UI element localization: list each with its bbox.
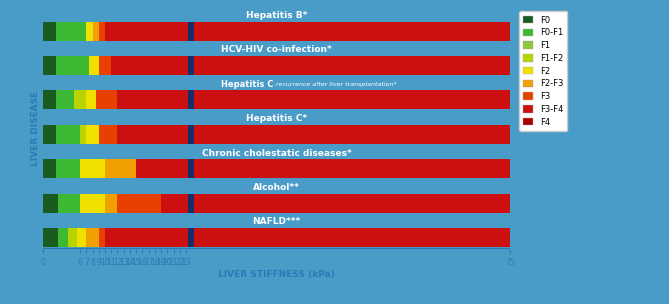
Bar	[194, 56, 510, 75]
Bar	[92, 22, 99, 40]
Bar	[52, 159, 56, 178]
Bar	[58, 194, 80, 212]
Bar	[99, 22, 105, 40]
Bar	[105, 159, 136, 178]
Bar	[56, 159, 80, 178]
Y-axis label: LIVER DISEASE: LIVER DISEASE	[31, 90, 40, 166]
Bar	[194, 91, 510, 109]
Bar	[105, 22, 155, 40]
Bar	[43, 159, 52, 178]
Text: recurrence after liver transplantation*: recurrence after liver transplantation*	[276, 82, 397, 87]
Bar	[43, 91, 52, 109]
Bar	[118, 228, 188, 247]
Bar	[68, 228, 77, 247]
Bar	[52, 56, 56, 75]
Bar	[86, 228, 99, 247]
Bar	[194, 125, 510, 144]
Bar	[52, 125, 56, 144]
Bar	[43, 22, 52, 40]
Text: Hepatitis B*: Hepatitis B*	[246, 11, 307, 20]
Bar	[118, 91, 133, 109]
Bar	[188, 194, 191, 212]
Bar	[77, 228, 86, 247]
Bar	[191, 125, 194, 144]
Bar	[118, 194, 161, 212]
Bar	[99, 125, 118, 144]
Bar	[43, 194, 52, 212]
Bar	[86, 22, 92, 40]
Bar	[43, 56, 52, 75]
Bar	[188, 228, 191, 247]
Bar	[194, 228, 510, 247]
Bar	[96, 91, 118, 109]
Bar	[86, 91, 96, 109]
Bar	[58, 228, 68, 247]
Bar	[173, 194, 188, 212]
Text: Alcohol**: Alcohol**	[253, 183, 300, 192]
Bar	[188, 56, 191, 75]
Bar	[56, 22, 86, 40]
Bar	[149, 159, 188, 178]
Bar	[56, 125, 80, 144]
Bar	[191, 228, 194, 247]
Bar	[90, 56, 99, 75]
X-axis label: LIVER STIFFNESS (kPa): LIVER STIFFNESS (kPa)	[218, 270, 335, 278]
Bar	[56, 91, 74, 109]
Text: Hepatitis C*: Hepatitis C*	[246, 114, 307, 123]
Bar	[133, 91, 188, 109]
Bar	[136, 125, 188, 144]
Text: Chronic cholestatic diseases*: Chronic cholestatic diseases*	[201, 149, 351, 157]
Bar	[80, 194, 105, 212]
Bar	[43, 228, 52, 247]
Bar	[194, 159, 510, 178]
Bar	[52, 194, 58, 212]
Bar	[191, 194, 194, 212]
Bar	[80, 125, 86, 144]
Bar	[74, 91, 86, 109]
Bar	[86, 125, 99, 144]
Bar	[105, 194, 118, 212]
Bar	[188, 22, 191, 40]
Text: HCV-HIV co-infection*: HCV-HIV co-infection*	[221, 45, 332, 54]
Bar	[111, 56, 188, 75]
Bar	[161, 194, 173, 212]
Bar	[56, 56, 90, 75]
Bar	[136, 159, 149, 178]
Bar	[118, 125, 136, 144]
Text: NAFLD***: NAFLD***	[252, 217, 300, 226]
Bar	[191, 22, 194, 40]
Bar	[188, 159, 191, 178]
Bar	[99, 56, 111, 75]
Bar	[52, 228, 58, 247]
Bar	[155, 22, 188, 40]
Bar	[43, 125, 52, 144]
Bar	[52, 22, 56, 40]
Bar	[194, 194, 510, 212]
Bar	[191, 159, 194, 178]
Text: Hepatitis C: Hepatitis C	[221, 80, 276, 89]
Bar	[194, 22, 510, 40]
Bar	[80, 159, 105, 178]
Bar	[188, 91, 191, 109]
Bar	[188, 125, 191, 144]
Bar	[191, 56, 194, 75]
Bar	[105, 228, 118, 247]
Bar	[191, 91, 194, 109]
Legend: F0, F0-F1, F1, F1-F2, F2, F2-F3, F3, F3-F4, F4: F0, F0-F1, F1, F1-F2, F2, F2-F3, F3, F3-…	[519, 11, 567, 131]
Bar	[52, 91, 56, 109]
Bar	[99, 228, 105, 247]
